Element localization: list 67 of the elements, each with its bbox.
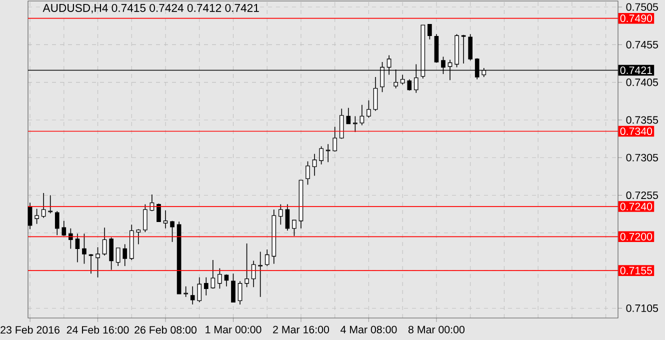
candlestick [156,203,161,222]
candlestick [428,24,432,40]
candlestick [366,100,371,118]
y-tick-label: 0.7255 [626,191,658,200]
x-tick-label: 1 Mar 00:00 [206,326,262,334]
chart-title: AUDUSD,H4 0.7415 0.7424 0.7412 0.7421 [42,4,259,14]
x-tick-label: 23 Feb 2016 [0,326,60,334]
candlestick [373,76,378,112]
candlestick [346,108,351,124]
candlestick [339,108,344,140]
candlestick [218,268,222,290]
candlestick [468,34,472,61]
candlestick [292,220,296,236]
y-tick-label: 0.7405 [626,78,658,86]
candlestick [407,78,412,92]
candlestick [278,204,283,226]
y-tick-label: 0.7105 [626,304,658,312]
ref-line-label: 0.7155 [620,266,652,274]
candlestick [312,153,317,176]
candlestick [88,254,94,274]
candlestick [54,210,60,236]
candlestick [62,220,66,236]
candlestick [102,227,107,256]
candlestick [190,286,195,305]
candlestick [48,194,53,214]
candlestick [82,233,86,264]
ref-line-label: 0.7240 [620,202,652,210]
y-tick-label: 0.7455 [626,40,658,48]
candlestick [319,146,324,165]
candlestick [96,246,100,278]
candlestick [224,274,229,287]
candlestick [258,251,263,298]
candlestick [122,244,128,266]
candlestick [360,104,364,126]
candlestick [109,237,114,270]
candlestick [41,192,46,218]
candlestick [264,249,270,266]
candlestick [285,204,290,232]
candlestick [34,208,39,224]
candlestick [197,276,202,303]
x-tick-label: 4 Mar 08:00 [340,326,397,334]
x-tick-label: 2 Mar 16:00 [273,326,330,334]
candlestick [75,233,80,263]
candlestick [238,280,242,305]
ref-line-label: 0.7421 [620,66,652,74]
candlestick [204,276,208,296]
y-tick-label: 0.7505 [626,3,658,11]
candlestick [163,210,168,229]
x-tick-label: 8 Mar 00:00 [408,326,465,334]
ref-line-label: 0.7340 [620,127,652,136]
y-tick-label: 0.7355 [626,116,658,124]
candlestick [353,116,358,132]
candlestick [244,243,249,288]
y-tick-label: 0.7305 [626,154,658,162]
candlestick [68,228,73,250]
candlestick [306,160,310,186]
candlestick [143,204,148,233]
candlestick [332,126,338,152]
x-tick-label: 24 Feb 16:00 [66,326,129,334]
ref-line-label: 0.7490 [620,14,652,22]
candlestick [231,273,236,303]
candlestick [116,248,120,266]
ref-line-label: 0.7200 [620,232,652,240]
candlestick [170,220,174,242]
x-tick-label: 26 Feb 08:00 [134,326,197,334]
candlestick [400,74,405,85]
candlestick [136,228,141,245]
